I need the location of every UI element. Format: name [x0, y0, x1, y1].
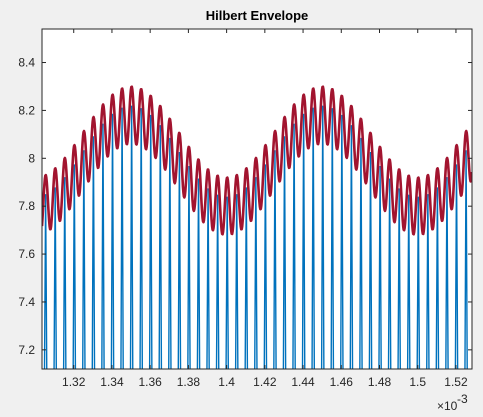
- x-tick-label: 1.36: [138, 375, 162, 389]
- x-tick-label: 1.42: [253, 375, 277, 389]
- x-tick-label: 1.52: [444, 375, 468, 389]
- chart-title: Hilbert Envelope: [206, 8, 309, 23]
- x-exponent-power: -3: [457, 392, 468, 406]
- y-tick-label: 8: [28, 151, 35, 165]
- plot-area: [42, 85, 472, 369]
- x-tick-label: 1.5: [409, 375, 426, 389]
- ticks-group: 1.32 1.34 1.36 1.38 1.4 1.42 1.44 1.46 1.48 1.5 1.…: [18, 29, 472, 389]
- y-tick-label: 7.2: [18, 343, 35, 357]
- x-exponent-label: ×10: [437, 399, 458, 413]
- axes-box: [41, 28, 473, 370]
- x-tick-label: 1.32: [62, 375, 86, 389]
- x-tick-label: 1.44: [291, 375, 315, 389]
- envelope-line: [42, 85, 472, 236]
- x-tick-label: 1.4: [218, 375, 235, 389]
- y-tick-label: 8.2: [18, 103, 35, 117]
- x-tick-label: 1.48: [368, 375, 392, 389]
- x-tick-label: 1.38: [177, 375, 201, 389]
- x-tick-label: 1.46: [330, 375, 354, 389]
- signal-line: [43, 105, 468, 369]
- x-tick-label: 1.34: [100, 375, 124, 389]
- y-tick-label: 7.4: [18, 295, 35, 309]
- y-tick-label: 8.4: [18, 56, 35, 70]
- y-tick-label: 7.8: [18, 199, 35, 213]
- y-tick-label: 7.6: [18, 247, 35, 261]
